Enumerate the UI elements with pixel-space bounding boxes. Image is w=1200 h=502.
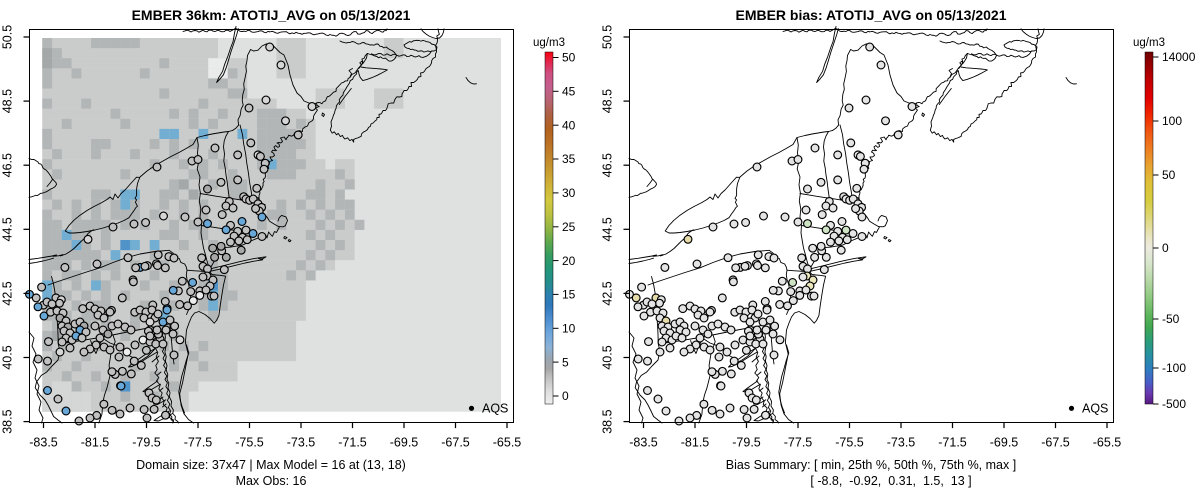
svg-text:ug/m3: ug/m3 — [1133, 37, 1165, 49]
svg-text:0: 0 — [562, 389, 569, 403]
svg-text:-71.5: -71.5 — [338, 436, 367, 450]
svg-text:38.5: 38.5 — [601, 409, 615, 433]
svg-text:Max Obs: 16: Max Obs: 16 — [236, 474, 307, 488]
svg-text:50: 50 — [1162, 168, 1176, 182]
svg-text:-77.5: -77.5 — [184, 436, 213, 450]
svg-text:46.5: 46.5 — [1, 153, 15, 177]
svg-text:30: 30 — [562, 186, 576, 200]
svg-text:AQS: AQS — [1082, 402, 1108, 416]
svg-text:-81.5: -81.5 — [81, 436, 110, 450]
svg-text:-69.5: -69.5 — [390, 436, 419, 450]
svg-text:-100: -100 — [1162, 361, 1186, 375]
svg-text:15: 15 — [562, 288, 576, 302]
svg-text:-75.5: -75.5 — [235, 436, 264, 450]
svg-text:-79.5: -79.5 — [132, 436, 161, 450]
svg-text:5: 5 — [562, 355, 569, 369]
svg-text:50: 50 — [562, 51, 576, 65]
svg-text:42.5: 42.5 — [1, 281, 15, 305]
svg-text:-65.5: -65.5 — [1093, 436, 1122, 450]
svg-text:48.5: 48.5 — [1, 89, 15, 113]
svg-text:48.5: 48.5 — [601, 89, 615, 113]
svg-text:-67.5: -67.5 — [1041, 436, 1070, 450]
svg-text:40.5: 40.5 — [601, 345, 615, 369]
svg-text:-69.5: -69.5 — [990, 436, 1019, 450]
svg-text:-75.5: -75.5 — [835, 436, 864, 450]
svg-text:50.5: 50.5 — [601, 25, 615, 49]
svg-text:-83.5: -83.5 — [29, 436, 58, 450]
svg-text:42.5: 42.5 — [601, 281, 615, 305]
svg-text:-71.5: -71.5 — [938, 436, 967, 450]
svg-text:-83.5: -83.5 — [629, 436, 658, 450]
svg-text:EMBER bias: ATOTIJ_AVG on 05/1: EMBER bias: ATOTIJ_AVG on 05/13/2021 — [735, 7, 1006, 23]
svg-text:-500: -500 — [1162, 397, 1186, 411]
svg-text:-79.5: -79.5 — [732, 436, 761, 450]
svg-text:45: 45 — [562, 85, 576, 99]
svg-text:-50: -50 — [1162, 312, 1180, 326]
svg-text:-73.5: -73.5 — [887, 436, 916, 450]
svg-text:10: 10 — [562, 322, 576, 336]
svg-text:40: 40 — [562, 118, 576, 132]
svg-text:-73.5: -73.5 — [287, 436, 316, 450]
svg-text:50.5: 50.5 — [1, 25, 15, 49]
svg-text:46.5: 46.5 — [601, 153, 615, 177]
svg-text:38.5: 38.5 — [1, 409, 15, 433]
svg-text:-77.5: -77.5 — [784, 436, 813, 450]
svg-text:-67.5: -67.5 — [441, 436, 470, 450]
svg-text:44.5: 44.5 — [1, 217, 15, 241]
svg-text:ug/m3: ug/m3 — [533, 37, 565, 49]
svg-text:-65.5: -65.5 — [493, 436, 522, 450]
svg-text:20: 20 — [562, 254, 576, 268]
svg-text:100: 100 — [1162, 114, 1182, 128]
svg-text:AQS: AQS — [482, 402, 508, 416]
svg-text:35: 35 — [562, 152, 576, 166]
svg-text:14000: 14000 — [1162, 50, 1196, 64]
svg-text:EMBER 36km: ATOTIJ_AVG on 05/1: EMBER 36km: ATOTIJ_AVG on 05/13/2021 — [132, 7, 411, 23]
svg-text:Bias Summary: [ min, 25th %, 5: Bias Summary: [ min, 25th %, 50th %, 75t… — [726, 458, 1016, 472]
svg-text:Domain size: 37x47 | Max Model: Domain size: 37x47 | Max Model = 16 at (… — [136, 458, 406, 472]
svg-text:0: 0 — [1162, 241, 1169, 255]
svg-text:44.5: 44.5 — [601, 217, 615, 241]
svg-text:40.5: 40.5 — [1, 345, 15, 369]
svg-text:[ -8.8, -0.92, 0.31, 1.5,: [ -8.8, -0.92, 0.31, 1.5, 13 ] — [810, 474, 971, 488]
svg-text:-81.5: -81.5 — [681, 436, 710, 450]
svg-text:25: 25 — [562, 220, 576, 234]
